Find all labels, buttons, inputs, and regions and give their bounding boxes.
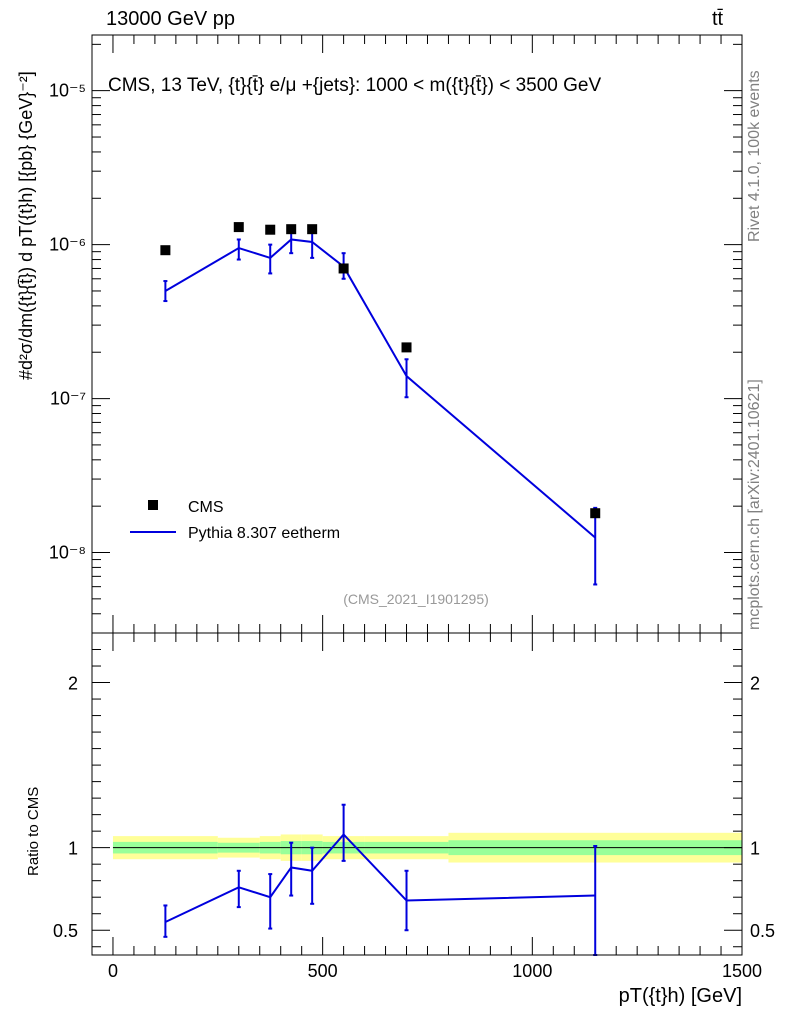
main-plot-frame	[91, 34, 743, 634]
legend-pythia-label: Pythia 8.307 eetherm	[188, 525, 340, 542]
cms-data-point	[401, 342, 412, 353]
cms-data-point	[160, 245, 171, 256]
main-title: CMS, 13 TeV, {t}{t̄} e/μ +{jets}: 1000 <…	[108, 75, 601, 96]
y-tick-label: 10⁻⁸	[49, 543, 86, 563]
x-tick-label: 1000	[512, 961, 552, 981]
legend-cms-marker	[148, 500, 158, 510]
mc-prediction-line	[164, 238, 596, 539]
y-tick-label-left: 1	[68, 839, 78, 859]
analysis-tag: (CMS_2021_I1901295)	[343, 591, 489, 607]
cms-data-point	[265, 224, 276, 235]
x-tick-label: 500	[308, 961, 338, 981]
y-tick-label-right: 1	[750, 839, 760, 859]
cms-data-point	[590, 508, 601, 519]
header-process: 13000 GeV pp	[106, 8, 235, 30]
ratio-ylabel: Ratio to CMS	[25, 787, 42, 876]
y-tick-label: 10⁻⁵	[49, 81, 86, 101]
x-tick-label: 1500	[722, 961, 762, 981]
cms-data-point	[338, 263, 349, 274]
y-tick-label-left: 2	[68, 674, 78, 694]
y-tick-label-left: 0.5	[53, 921, 78, 941]
y-tick-label: 10⁻⁷	[50, 389, 86, 409]
ratio-xlabel: pT({t}h) [GeV]	[619, 985, 742, 1007]
legend-cms-label: CMS	[188, 499, 224, 516]
ratio-plot-frame	[91, 632, 743, 956]
cms-data-point	[286, 224, 297, 235]
header-final-state: tt̄	[712, 8, 724, 30]
y-tick-label-right: 0.5	[750, 921, 775, 941]
main-ylabel: #d²σ/dm({t}{t̄}) d pT({t}h) [{pb} {GeV}⁻…	[16, 71, 36, 380]
y-axis-label-ratio: Ratio to CMS	[25, 787, 42, 876]
y-tick-label-right: 2	[750, 674, 760, 694]
ratio-line	[164, 832, 596, 923]
x-tick-label: 0	[108, 961, 118, 981]
y-tick-label: 10⁻⁶	[49, 235, 86, 255]
y-axis-label-main: #d²σ/dm({t}{t̄}) d pT({t}h) [{pb} {GeV}⁻…	[16, 71, 36, 380]
legend: CMS Pythia 8.307 eetherm	[130, 499, 340, 542]
cms-data-point	[233, 222, 244, 233]
cms-data-point	[307, 224, 318, 235]
